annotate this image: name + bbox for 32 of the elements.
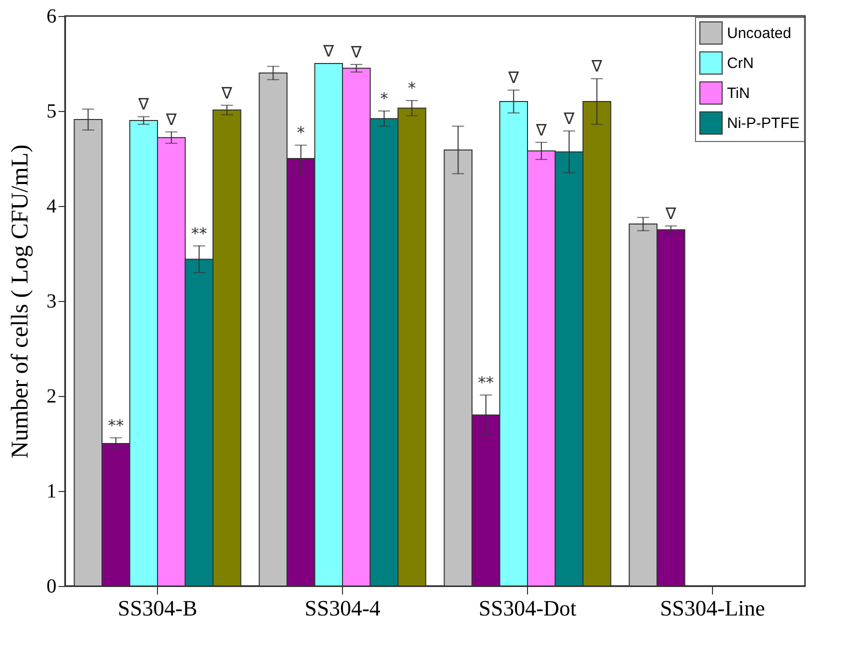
y-axis-title: Number of cells ( Log CFU/mL) xyxy=(8,144,34,458)
data-label: ∇ xyxy=(535,120,548,140)
data-label: ∇ xyxy=(664,204,677,223)
data-label: ** xyxy=(478,373,494,392)
y-tick-label: 4 xyxy=(46,196,56,218)
data-label: ∇ xyxy=(322,42,334,60)
y-tick-label: 6 xyxy=(46,6,56,28)
data-label: * xyxy=(296,123,305,142)
data-label: ∇ xyxy=(350,42,362,62)
data-label: ** xyxy=(108,416,124,435)
data-label: ∇ xyxy=(562,108,575,128)
y-tick-label: 1 xyxy=(46,480,56,502)
x-tick-label: SS304-4 xyxy=(304,596,380,620)
legend-label: TiN xyxy=(727,85,750,102)
x-tick-label: SS304-B xyxy=(118,596,198,620)
data-label: ∇ xyxy=(165,110,178,129)
y-tick-label: 2 xyxy=(46,386,56,408)
legend-label: Uncoated xyxy=(727,25,792,42)
x-tick-label: SS304-Line xyxy=(660,596,766,620)
y-tick-label: 0 xyxy=(46,576,56,598)
x-tick-label: SS304-Dot xyxy=(478,596,576,620)
data-label: ∇ xyxy=(137,94,150,114)
data-label: ∇ xyxy=(507,68,520,88)
data-label: ** xyxy=(191,224,208,243)
data-label: * xyxy=(408,78,416,98)
y-tick-label: 5 xyxy=(46,100,56,122)
legend-label: Ni-P-PTFE xyxy=(727,115,800,132)
data-label: ∇ xyxy=(590,56,603,76)
legend-label: CrN xyxy=(727,55,754,72)
data-label: ∇ xyxy=(220,83,233,102)
y-tick-label: 3 xyxy=(46,290,56,312)
data-label: * xyxy=(380,89,388,108)
